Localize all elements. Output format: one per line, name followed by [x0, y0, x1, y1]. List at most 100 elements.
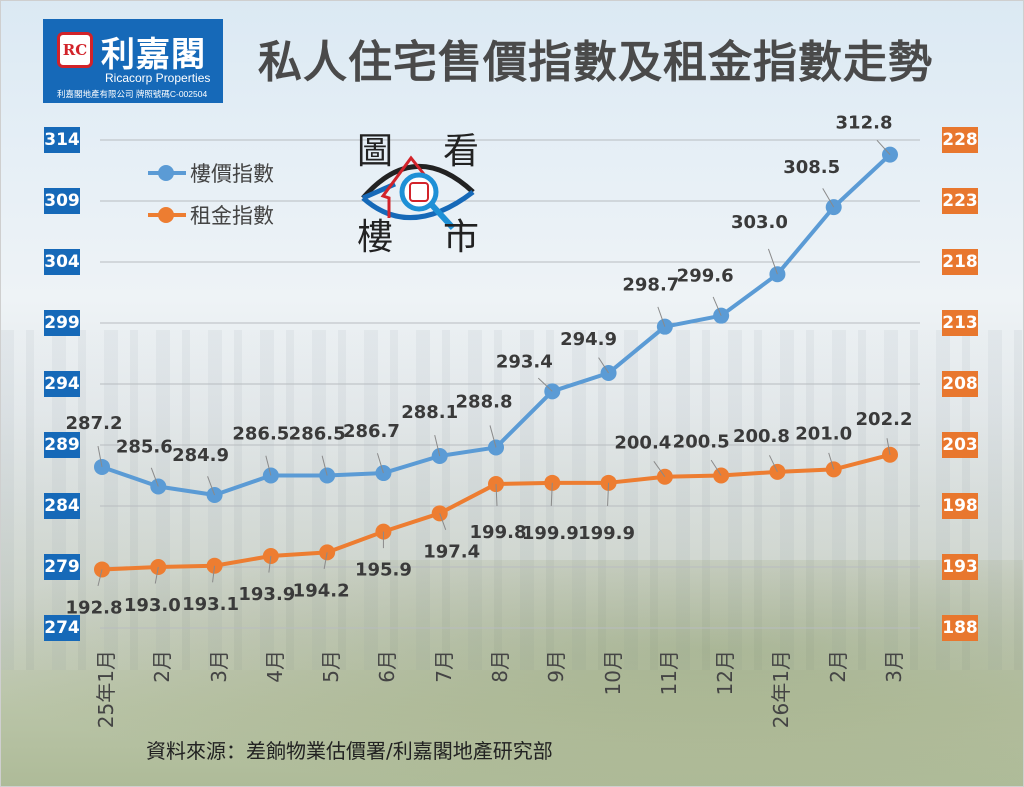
data-label: 299.6	[677, 266, 734, 287]
leader-line	[323, 552, 328, 569]
leader-line	[265, 455, 272, 476]
data-label: 308.5	[783, 157, 840, 178]
data-label: 284.9	[172, 445, 229, 466]
data-label: 285.6	[116, 436, 173, 457]
leader-line	[439, 513, 447, 530]
gridlines	[100, 139, 920, 629]
leader-line	[822, 188, 835, 208]
badge-char: 看	[443, 131, 480, 172]
leader-line	[710, 459, 722, 476]
data-label: 193.1	[182, 594, 239, 615]
data-label: 199.8	[470, 522, 527, 543]
data-label: 288.1	[401, 402, 458, 423]
leader-line	[653, 461, 666, 478]
data-label: 192.8	[66, 597, 123, 618]
data-label: 293.4	[496, 351, 553, 372]
x-axis-label: 10月	[600, 650, 625, 696]
leader-line	[150, 467, 159, 487]
legend-item-price-index: 樓價指數	[148, 152, 274, 194]
data-label: 194.2	[293, 580, 350, 601]
right-axis-tick: 223	[942, 188, 978, 214]
leader-line	[712, 296, 722, 316]
leader-line	[550, 482, 553, 506]
x-axis-label: 3月	[882, 650, 906, 683]
leader-line	[607, 482, 610, 506]
chart-title: 私人住宅售價指數及租金指數走勢	[258, 37, 933, 88]
x-axis-label: 26年1月	[769, 650, 794, 729]
data-label: 298.7	[622, 275, 679, 296]
left-axis-tick: 299	[44, 310, 80, 336]
leader-line	[537, 377, 553, 392]
data-label: 199.9	[578, 523, 635, 544]
right-axis-tick: 213	[942, 310, 978, 336]
left-axis-tick: 314	[44, 127, 80, 153]
right-axis-tick: 208	[942, 371, 978, 397]
data-label: 286.7	[343, 421, 400, 442]
data-label: 195.9	[355, 560, 412, 581]
right-axis-tick: 218	[942, 249, 978, 275]
data-label: 287.2	[66, 413, 123, 434]
badge-char: 市	[443, 217, 480, 258]
leader-line	[657, 306, 666, 327]
leader-line	[768, 455, 778, 473]
leader-line	[207, 476, 216, 496]
ricacorp-logo: RC 利嘉閣 Ricacorp Properties 利嘉閣地產有限公司 牌照號…	[43, 19, 223, 103]
right-axis-tick: 193	[942, 554, 978, 580]
data-label: 193.9	[238, 584, 295, 605]
leader-line	[321, 455, 328, 476]
left-axis-tick: 274	[44, 615, 80, 641]
license-text: 利嘉閣地產有限公司 牌照號碼C-002504	[57, 89, 208, 99]
data-label: 303.0	[731, 212, 788, 233]
leader-line	[828, 452, 835, 470]
left-axis-tick: 294	[44, 371, 80, 397]
legend: 樓價指數 租金指數	[148, 152, 274, 236]
data-label: 288.8	[456, 391, 513, 412]
data-label: 286.5	[289, 424, 346, 445]
leader-line	[376, 453, 384, 474]
eye-badge-logo: 圖 看 樓 市	[355, 128, 485, 258]
left-axis-tick: 289	[44, 432, 80, 458]
badge-char: 圖	[357, 131, 394, 172]
leader-line	[489, 425, 497, 448]
left-axis-tick: 279	[44, 554, 80, 580]
right-axis-tick: 228	[942, 127, 978, 153]
data-label: 286.5	[232, 424, 289, 445]
brand-name-en: Ricacorp Properties	[105, 71, 211, 85]
leader-line	[886, 438, 891, 455]
source-note: 資料來源：差餉物業估價署/利嘉閣地產研究部	[146, 739, 553, 763]
data-label: 193.0	[124, 595, 181, 616]
leader-line	[434, 434, 441, 457]
right-axis-tick: 188	[942, 615, 978, 641]
leader-line	[767, 248, 778, 275]
x-axis-label: 25年1月	[94, 650, 118, 729]
blue-line-marker-icon	[148, 165, 186, 181]
data-label: 200.5	[673, 432, 730, 453]
left-axis-tick: 284	[44, 493, 80, 519]
x-axis-label: 11月	[656, 650, 681, 696]
orange-line-marker-icon	[148, 207, 186, 223]
eye-magnifier-icon	[361, 155, 475, 231]
data-label: 199.9	[522, 523, 579, 544]
data-label: 202.2	[856, 409, 913, 430]
badge-char: 樓	[357, 217, 394, 258]
data-label: 197.4	[423, 541, 480, 562]
brand-name-cn: 利嘉閣	[101, 35, 206, 75]
leader-line	[212, 565, 216, 583]
leader-line	[598, 357, 609, 374]
left-axis-tick: 304	[44, 249, 80, 275]
data-label: 200.8	[733, 426, 790, 447]
data-label: 294.9	[560, 329, 617, 350]
leader-line	[876, 140, 891, 155]
right-axis-tick: 198	[942, 493, 978, 519]
leader-line	[97, 445, 103, 468]
data-label: 200.4	[614, 433, 671, 454]
data-label: 312.8	[836, 113, 893, 134]
rc-logo-icon: RC	[57, 32, 93, 68]
right-axis-tick: 203	[942, 432, 978, 458]
x-axis-label: 12月	[713, 650, 738, 696]
data-label: 201.0	[795, 423, 852, 444]
left-axis-tick: 309	[44, 188, 80, 214]
